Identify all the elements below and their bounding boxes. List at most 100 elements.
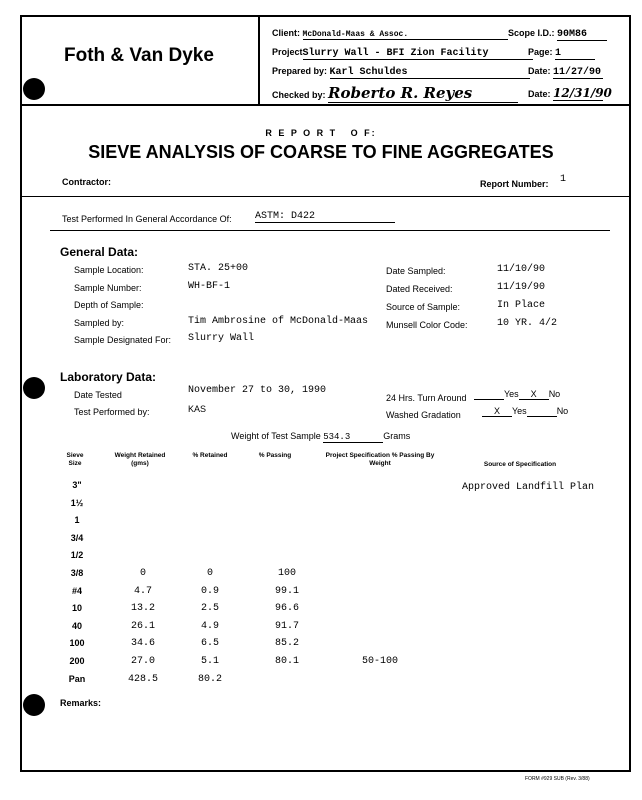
table-cell: 1½ [70,497,84,508]
punch-hole [23,377,45,399]
washed-no[interactable]: No [556,406,569,416]
date1-value: 11/27/90 [553,67,604,79]
performed-label: Test Performed by: [74,407,150,417]
column-header: Sieve Size [66,452,84,467]
table-cell: 50-100 [361,656,398,667]
washed-yes[interactable]: Yes [512,406,527,416]
date-tested-label: Date Tested [74,390,122,400]
general-heading: General Data: [60,245,139,259]
washed-label: Washed Gradation [386,410,461,420]
date2-value: 12/31/90 [553,86,612,101]
turnaround-label: 24 Hrs. Turn Around [386,393,467,403]
test-label: Test Performed In General Accordance Of: [62,214,232,224]
column-header: Source of Specification [483,461,557,468]
contractor-label: Contractor: [62,177,111,187]
remarks-label: Remarks: [60,698,102,708]
general-field-value: 11/19/90 [497,282,546,293]
page-value: 1 [555,48,596,60]
table-cell: 3" [72,480,82,490]
table-cell: 99.1 [274,585,299,597]
scope-label: Scope I.D.: [508,28,555,38]
general-field-label: Sampled by: [74,317,125,328]
table-cell: Pan [68,673,86,684]
table-cell: 85.2 [274,638,299,650]
prepared-label: Prepared by: [272,66,328,76]
turnaround-no[interactable]: No [548,389,561,399]
report-of: R E P O R T O F: [265,128,377,138]
table-cell: 4.7 [133,585,152,597]
turnaround-yes[interactable]: Yes [504,389,519,399]
table-cell: 80.1 [274,656,299,667]
table-cell: 6.5 [200,638,219,650]
client-label: Client: [272,28,300,38]
table-cell: 10 [71,603,82,614]
table-cell: 96.6 [274,603,299,615]
punch-hole [23,694,45,716]
table-cell: 3/8 [70,568,84,578]
column-header: % Retained [192,452,228,459]
table-cell: 0 [139,568,146,579]
table-cell: 13.2 [130,603,155,615]
general-field-value: WH-BF-1 [188,280,231,292]
table-cell: 1/2 [70,550,84,561]
table-cell: 100 [277,568,296,579]
date-tested-value: November 27 to 30, 1990 [188,385,327,396]
general-field-value: 11/10/90 [497,264,546,275]
table-cell: 40 [71,620,82,631]
report-title: SIEVE ANALYSIS OF COARSE TO FINE AGGREGA… [88,142,554,162]
checked-signature: Roberto R. Reyes [328,84,519,103]
form-number: FORM #929 SUB (Rev. 3/88) [525,776,590,782]
prepared-value: Karl Schuldes [329,67,530,79]
table-cell: 80.2 [197,673,222,685]
table-cell: 100 [69,638,85,649]
table-cell: 1 [74,515,80,526]
punch-hole [23,78,45,100]
scope-value: 90M86 [557,29,608,41]
column-header: Weight Retained (gms) [114,452,166,467]
page-label: Page: [528,47,553,57]
general-field-label: Date Sampled: [386,266,446,276]
turnaround-mark[interactable]: X [518,389,549,400]
lab-heading: Laboratory Data: [60,370,157,384]
test-value: ASTM: D422 [255,211,395,223]
company-logo: Foth & Van Dyke [64,45,214,66]
table-cell: 3/4 [70,532,84,543]
table-cell: 428.5 [127,673,158,685]
specification-source: Approved Landfill Plan [462,482,595,493]
column-header: % Passing [258,452,292,459]
general-field-value: STA. 25+00 [188,263,249,274]
date2-label: Date: [528,89,551,99]
general-field-label: Dated Received: [386,284,453,294]
column-header: Project Specification % Passing By Weigh… [325,452,435,467]
table-cell: 5.1 [200,656,219,667]
report-number-label: Report Number: [480,179,549,189]
general-field-label: Munsell Color Code: [386,320,468,330]
project-value: Slurry Wall - BFI Zion Facility [302,48,533,60]
table-cell: 200 [69,656,85,666]
washed-mark[interactable]: X [482,406,512,417]
general-field-label: Sample Number: [74,282,142,293]
weight-label: Weight of Test Sample [231,431,321,441]
table-cell: #4 [71,585,82,596]
table-cell: 27.0 [130,656,155,667]
general-field-value: Slurry Wall [188,333,255,344]
project-label: Project [272,47,303,57]
checked-label: Checked by: [272,90,326,100]
weight-value: 534.3 [323,432,384,443]
table-cell: 91.7 [274,620,299,632]
table-cell: 34.6 [130,638,155,650]
table-cell: 4.9 [200,620,219,632]
client-value: McDonald-Maas & Assoc. [302,30,583,40]
table-cell: 2.5 [200,603,219,615]
general-field-value: In Place [497,300,546,311]
report-number: 1 [560,174,567,185]
general-field-value: 10 YR. 4/2 [497,318,558,329]
general-field-label: Depth of Sample: [74,300,144,310]
general-field-label: Source of Sample: [386,302,461,312]
general-field-value: Tim Ambrosine of McDonald-Maas [188,315,369,327]
general-field-label: Sample Location: [74,265,144,275]
performed-value: KAS [188,404,207,414]
table-cell: 0.9 [200,585,219,597]
table-cell: 0 [206,568,213,579]
